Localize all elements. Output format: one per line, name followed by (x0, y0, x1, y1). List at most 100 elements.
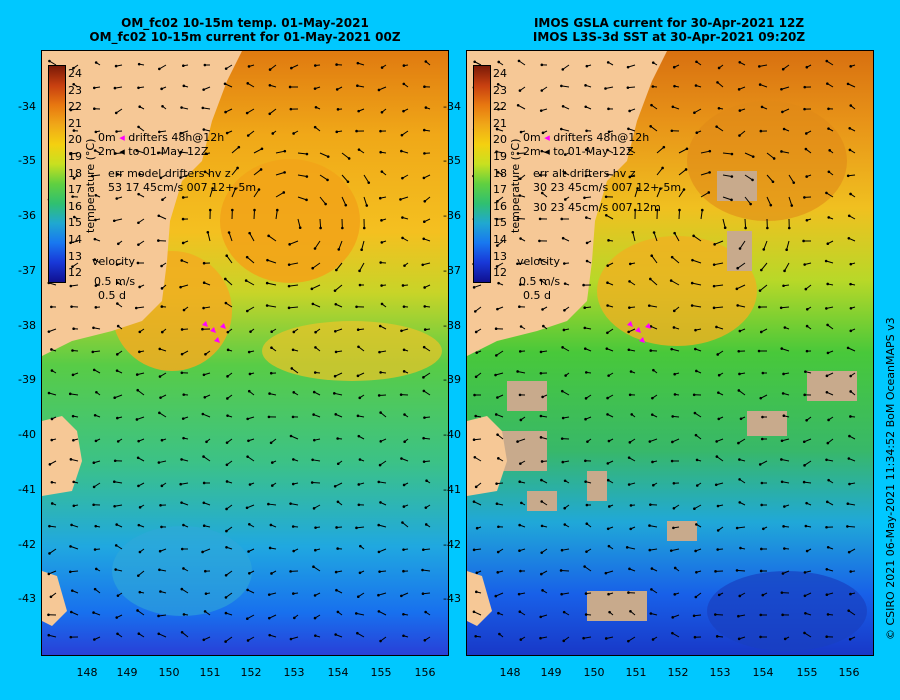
current-vector-head (236, 166, 239, 170)
current-vector-head (648, 524, 651, 527)
lat-tick-label: -37 (18, 264, 36, 277)
arrow-legend-icon: ◂ (544, 145, 550, 158)
current-vector-head (355, 526, 358, 530)
current-vector-arrow (650, 125, 658, 132)
current-vector-head (347, 157, 351, 160)
current-vector-head (849, 390, 852, 393)
current-vector-arrow (786, 240, 790, 250)
current-vector-arrow (335, 262, 343, 271)
current-vector-arrow (423, 372, 431, 378)
current-vector-head (378, 570, 381, 573)
current-vector-head (607, 439, 611, 443)
current-vector-head (737, 88, 741, 91)
current-vector-head (760, 503, 764, 507)
current-vector-head (561, 105, 565, 108)
lat-tick-label: -43 (18, 592, 36, 605)
current-vector-head (586, 440, 589, 443)
current-vector-head (399, 393, 403, 396)
current-vector-head (781, 613, 784, 617)
current-vector-head (652, 368, 655, 372)
current-vector-arrow (722, 196, 732, 201)
current-vector-head (208, 208, 212, 212)
current-vector-head (605, 347, 609, 350)
current-vector-head (690, 304, 694, 307)
current-vector-head (559, 569, 563, 572)
lon-tick-label: 149 (116, 666, 138, 679)
colorbar-tick-label: 20 (493, 133, 507, 147)
current-vector-head (180, 259, 184, 262)
current-vector-head (519, 130, 523, 134)
current-vector-head (138, 285, 141, 289)
current-vector-head (314, 526, 317, 529)
current-vector-head (116, 594, 120, 597)
current-vector-head (93, 413, 97, 417)
current-vector-head (659, 187, 662, 190)
current-vector-head (312, 413, 315, 416)
right-colorbar (473, 65, 491, 283)
current-vector-head (629, 527, 633, 531)
current-vector-head (585, 550, 588, 553)
current-vector-head (94, 193, 98, 197)
left-map-panel[interactable]: temperature (°C) 0m ◂ drifters 48h@12h 2… (41, 50, 449, 656)
current-vector-head (695, 369, 698, 373)
current-vector-head (805, 175, 808, 178)
lon-tick-label: 154 (327, 666, 349, 679)
current-vector-head (160, 438, 164, 442)
current-vector-head (758, 65, 761, 68)
current-vector-head (585, 522, 589, 526)
cloud-patch (717, 171, 757, 201)
current-vector-head (782, 284, 785, 288)
current-vector-head (540, 500, 544, 503)
current-vector-head (157, 239, 160, 242)
right-map-panel[interactable]: temperature (°C) 0m ◂ drifters 48h@12h 2… (466, 50, 874, 656)
current-vector-head (673, 593, 677, 596)
current-vector-head (137, 574, 140, 577)
current-vector-head (518, 549, 521, 553)
current-vector-head (72, 177, 76, 180)
lat-tick-label: -42 (18, 538, 36, 551)
current-vector-head (497, 457, 500, 460)
left-colorbar (48, 65, 66, 283)
current-vector-head (336, 462, 340, 466)
current-vector-head (202, 455, 205, 458)
current-vector-head (760, 268, 763, 272)
current-vector-arrow (114, 481, 123, 484)
current-vector-head (628, 393, 632, 397)
current-vector-head (825, 390, 829, 394)
current-vector-head (519, 638, 523, 641)
cloud-patch (807, 371, 857, 401)
current-vector-head (400, 329, 403, 333)
current-vector-head (94, 61, 98, 64)
current-vector-head (739, 546, 742, 550)
right-title-line1: IMOS GSLA current for 30-Apr-2021 12Z (533, 16, 805, 30)
current-vector-head (691, 258, 694, 262)
current-vector-head (72, 215, 76, 219)
current-vector-head (401, 216, 404, 219)
current-vector-head (283, 171, 286, 174)
current-vector-head (202, 481, 206, 485)
current-vector-head (540, 89, 544, 92)
current-vector-head (769, 203, 773, 207)
current-vector-head (289, 637, 293, 641)
warm-eddy (220, 159, 360, 283)
current-vector-head (827, 216, 831, 219)
current-vector-head (629, 370, 633, 373)
current-vector-arrow (656, 146, 665, 154)
current-vectors (47, 59, 431, 643)
current-vector-head (72, 66, 75, 70)
current-vector-head (518, 393, 522, 397)
current-vector-head (179, 482, 182, 486)
current-vector-arrow (693, 235, 702, 242)
current-vector-head (495, 482, 498, 485)
current-vector-arrow (275, 192, 285, 198)
current-vector-head (805, 349, 809, 353)
current-vector-head (672, 526, 675, 530)
current-vector-head (47, 613, 50, 617)
current-vector-arrow (253, 169, 262, 176)
current-vector-head (116, 632, 119, 636)
current-vector-arrow (766, 174, 774, 183)
current-vector-head (671, 440, 674, 444)
current-vector-head (158, 67, 161, 71)
current-vector-head (203, 170, 207, 174)
current-vector-head (137, 62, 141, 66)
